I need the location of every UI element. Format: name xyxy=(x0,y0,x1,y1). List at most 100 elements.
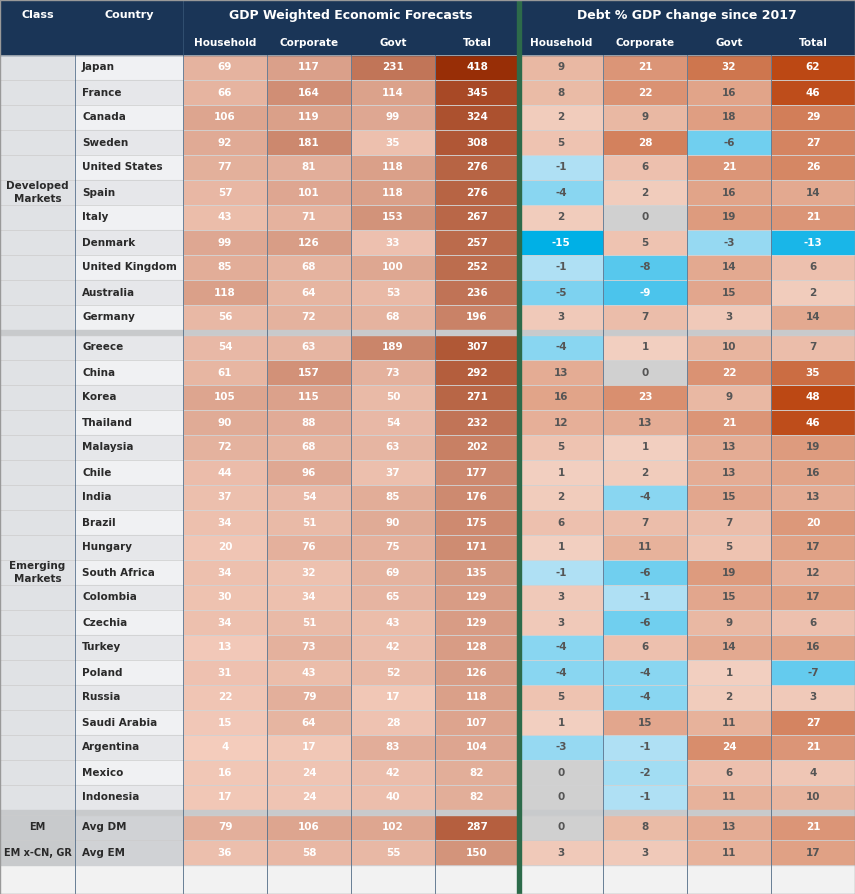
Text: -1: -1 xyxy=(555,163,567,173)
Bar xyxy=(772,386,854,409)
Text: -5: -5 xyxy=(555,288,567,298)
Bar xyxy=(75,105,855,130)
Bar xyxy=(436,686,518,709)
Text: 37: 37 xyxy=(218,493,233,502)
Text: 32: 32 xyxy=(302,568,316,578)
Bar xyxy=(604,561,686,584)
Text: 3: 3 xyxy=(557,593,564,603)
Bar xyxy=(0,335,75,810)
Bar xyxy=(520,56,602,79)
Bar xyxy=(604,786,686,809)
Text: 13: 13 xyxy=(554,367,569,377)
Bar xyxy=(184,106,266,129)
Text: Germany: Germany xyxy=(82,313,135,323)
Text: -3: -3 xyxy=(723,238,734,248)
Bar xyxy=(436,586,518,609)
Bar xyxy=(520,761,602,784)
Text: 63: 63 xyxy=(302,342,316,352)
Bar xyxy=(772,686,854,709)
Text: 128: 128 xyxy=(466,643,488,653)
Text: Household: Household xyxy=(194,38,256,47)
Text: 177: 177 xyxy=(466,468,488,477)
Text: 29: 29 xyxy=(805,113,820,122)
Text: 164: 164 xyxy=(298,88,320,97)
Bar xyxy=(75,660,855,685)
Text: 68: 68 xyxy=(302,263,316,273)
Text: -9: -9 xyxy=(640,288,651,298)
Text: France: France xyxy=(82,88,121,97)
Text: 14: 14 xyxy=(722,643,736,653)
Bar xyxy=(604,131,686,154)
Text: 0: 0 xyxy=(557,792,564,803)
Text: -4: -4 xyxy=(640,493,651,502)
Bar xyxy=(184,711,266,734)
Text: -4: -4 xyxy=(555,342,567,352)
Bar xyxy=(688,711,770,734)
Bar xyxy=(75,435,855,460)
Bar xyxy=(75,460,855,485)
Bar xyxy=(604,156,686,179)
Bar xyxy=(75,535,855,560)
Bar xyxy=(436,761,518,784)
Bar xyxy=(520,336,602,359)
Text: 2: 2 xyxy=(725,693,733,703)
Text: 9: 9 xyxy=(725,392,733,402)
Bar xyxy=(520,686,602,709)
Bar xyxy=(688,686,770,709)
Text: 6: 6 xyxy=(810,263,817,273)
Bar xyxy=(520,306,602,329)
Bar xyxy=(268,711,350,734)
Text: 90: 90 xyxy=(218,417,233,427)
Bar xyxy=(772,256,854,279)
Text: 12: 12 xyxy=(805,568,820,578)
Text: 23: 23 xyxy=(638,392,652,402)
Text: 4: 4 xyxy=(810,768,817,778)
Bar xyxy=(268,561,350,584)
Bar xyxy=(604,511,686,534)
Bar xyxy=(268,411,350,434)
Text: Govt: Govt xyxy=(716,38,743,47)
Text: 81: 81 xyxy=(302,163,316,173)
Text: 7: 7 xyxy=(641,313,649,323)
Bar xyxy=(184,206,266,229)
Bar xyxy=(520,841,602,864)
Bar xyxy=(436,361,518,384)
Text: EM: EM xyxy=(29,822,45,832)
Bar xyxy=(604,56,686,79)
Text: 3: 3 xyxy=(641,848,649,857)
Bar xyxy=(352,816,434,839)
Text: 43: 43 xyxy=(302,668,316,678)
Bar xyxy=(75,815,855,840)
Text: 10: 10 xyxy=(805,792,820,803)
Bar xyxy=(604,586,686,609)
Bar xyxy=(520,736,602,759)
Text: 231: 231 xyxy=(382,63,404,72)
Bar xyxy=(352,336,434,359)
Text: 6: 6 xyxy=(641,643,649,653)
Bar xyxy=(688,386,770,409)
Text: 85: 85 xyxy=(386,493,400,502)
Bar xyxy=(436,736,518,759)
Bar xyxy=(268,131,350,154)
Text: Corporate: Corporate xyxy=(280,38,339,47)
Bar xyxy=(688,816,770,839)
Text: 1: 1 xyxy=(641,342,649,352)
Text: 76: 76 xyxy=(302,543,316,552)
Text: 14: 14 xyxy=(805,188,820,198)
Text: 0: 0 xyxy=(557,768,564,778)
Text: Avg DM: Avg DM xyxy=(82,822,127,832)
Text: 0: 0 xyxy=(557,822,564,832)
Bar xyxy=(352,536,434,559)
Bar xyxy=(436,131,518,154)
Text: 83: 83 xyxy=(386,743,400,753)
Bar xyxy=(772,181,854,204)
Text: Govt: Govt xyxy=(380,38,407,47)
Text: 119: 119 xyxy=(298,113,320,122)
Bar xyxy=(75,130,855,155)
Text: Argentina: Argentina xyxy=(82,743,140,753)
Bar xyxy=(0,810,855,815)
Text: 42: 42 xyxy=(386,643,400,653)
Text: -8: -8 xyxy=(640,263,651,273)
Bar xyxy=(268,206,350,229)
Bar xyxy=(268,56,350,79)
